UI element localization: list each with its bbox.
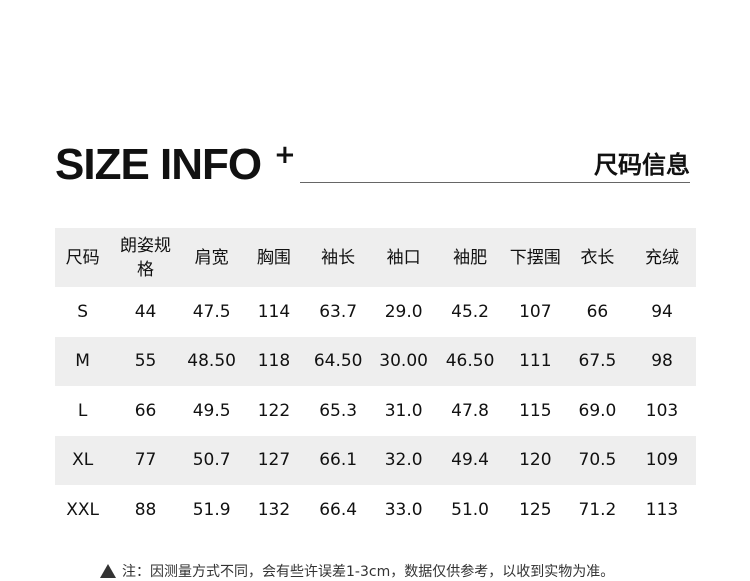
table-cell: 29.0 <box>384 301 423 322</box>
table-cell: 70.5 <box>566 435 629 485</box>
table-row: XL 77 50.7 127 66.1 32.0 49.4 120 70.5 109 <box>55 435 696 485</box>
plus-mark: + <box>274 140 296 170</box>
column-header: 袖口 <box>370 228 437 287</box>
column-header: 胸围 <box>242 228 306 287</box>
table-row: S 44 47.5 114 63.7 29.0 45.2 107 66 94 <box>55 287 696 337</box>
table-cell: 32.0 <box>370 435 437 485</box>
table-cell: XXL <box>66 499 100 520</box>
table-row: M 55 48.50 118 64.50 30.00 46.50 111 67.5 98 <box>55 336 696 386</box>
table-cell: 125 <box>519 499 552 520</box>
column-header: 充绒 <box>628 228 696 287</box>
table-cell: 66 <box>586 301 609 322</box>
table-cell: 113 <box>645 499 679 520</box>
table-cell: M <box>55 336 111 386</box>
page-title-cn: 尺码信息 <box>594 151 690 179</box>
table-cell: 114 <box>257 301 291 322</box>
table-cell: 49.4 <box>436 435 504 485</box>
size-table: 尺码 朗姿规格 肩宽 胸围 袖长 袖口 袖肥 下摆围 衣长 充绒 S 44 47.5 114 63.7 29.… <box>55 228 696 535</box>
table-cell: XL <box>55 435 111 485</box>
table-cell: S <box>77 301 89 322</box>
table-cell: 46.50 <box>436 336 504 386</box>
table-cell: 88 <box>134 499 157 520</box>
divider <box>300 182 690 183</box>
table-cell: 51.9 <box>192 499 231 520</box>
table-cell: 66 <box>134 400 157 421</box>
table-cell: 111 <box>503 336 567 386</box>
table-cell: 94 <box>651 301 673 322</box>
column-header: 肩宽 <box>180 228 243 287</box>
table-cell: 51.0 <box>451 499 489 520</box>
table-cell: 65.3 <box>319 400 358 421</box>
table-cell: 64.50 <box>305 336 371 386</box>
table-cell: 109 <box>628 435 696 485</box>
column-header: 袖肥 <box>436 228 504 287</box>
table-cell: 50.7 <box>180 435 243 485</box>
table-cell: 31.0 <box>384 400 423 421</box>
column-header: 朗姿规格 <box>110 228 181 287</box>
table-cell: 132 <box>257 499 291 520</box>
table-cell: 45.2 <box>451 301 489 322</box>
table-cell: 118 <box>242 336 306 386</box>
table-cell: 49.5 <box>192 400 231 421</box>
table-cell: 63.7 <box>319 301 358 322</box>
table-cell: 44 <box>134 301 157 322</box>
column-header: 下摆围 <box>503 228 567 287</box>
table-cell: 30.00 <box>370 336 437 386</box>
table-cell: 120 <box>503 435 567 485</box>
table-row: XXL 88 51.9 132 66.4 33.0 51.0 125 71.2 113 <box>55 485 696 535</box>
page-title: SIZE INFO <box>55 140 262 189</box>
table-cell: 66.4 <box>319 499 358 520</box>
table-cell: 33.0 <box>384 499 423 520</box>
note-text: 注：因测量方式不同，会有些许误差1-3cm，数据仅供参考，以收到实物为准。 <box>122 564 615 580</box>
table-cell: 47.5 <box>192 301 231 322</box>
table-cell: 127 <box>242 435 306 485</box>
column-header: 衣长 <box>566 228 629 287</box>
column-header: 尺码 <box>55 228 111 287</box>
table-cell: 107 <box>519 301 552 322</box>
warning-icon <box>100 564 116 578</box>
table-cell: 98 <box>628 336 696 386</box>
table-cell: 122 <box>257 400 291 421</box>
table-cell: 66.1 <box>305 435 371 485</box>
column-header: 袖长 <box>305 228 371 287</box>
table-cell: 55 <box>110 336 181 386</box>
table-cell: L <box>77 400 88 421</box>
table-cell: 71.2 <box>578 499 617 520</box>
table-cell: 69.0 <box>578 400 617 421</box>
note: 注：因测量方式不同，会有些许误差1-3cm，数据仅供参考，以收到实物为准。 <box>100 561 614 581</box>
table-row: L 66 49.5 122 65.3 31.0 47.8 115 69.0 103 <box>55 386 696 436</box>
table-cell: 77 <box>110 435 181 485</box>
table-cell: 115 <box>519 400 552 421</box>
table-cell: 47.8 <box>451 400 489 421</box>
table-cell: 103 <box>645 400 679 421</box>
header-row: 尺码 朗姿规格 肩宽 胸围 袖长 袖口 袖肥 下摆围 衣长 充绒 <box>55 228 696 287</box>
table-cell: 67.5 <box>566 336 629 386</box>
table-cell: 48.50 <box>180 336 243 386</box>
